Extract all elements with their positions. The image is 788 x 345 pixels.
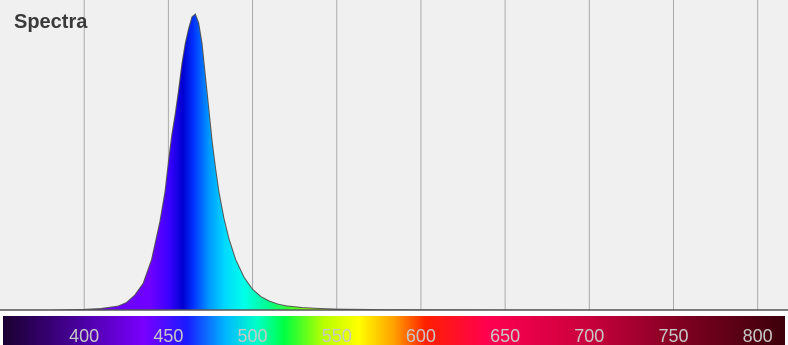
x-tick-label-650: 650 xyxy=(490,326,520,345)
x-tick-label-400: 400 xyxy=(69,326,99,345)
x-tick-label-700: 700 xyxy=(574,326,604,345)
x-tick-label-750: 750 xyxy=(658,326,688,345)
x-tick-label-800: 800 xyxy=(743,326,773,345)
plot-background xyxy=(0,0,788,310)
chart-title: Spectra xyxy=(14,11,88,33)
x-tick-label-500: 500 xyxy=(238,326,268,345)
grid-lines xyxy=(83,0,759,310)
x-tick-label-450: 450 xyxy=(153,326,183,345)
x-tick-label-600: 600 xyxy=(406,326,436,345)
x-tick-label-550: 550 xyxy=(322,326,352,345)
x-axis-tick-labels: 400 450 500 550 600 650 700 750 800 xyxy=(69,326,773,345)
wavelength-color-bar xyxy=(3,316,785,345)
spectrum-area xyxy=(50,13,758,311)
